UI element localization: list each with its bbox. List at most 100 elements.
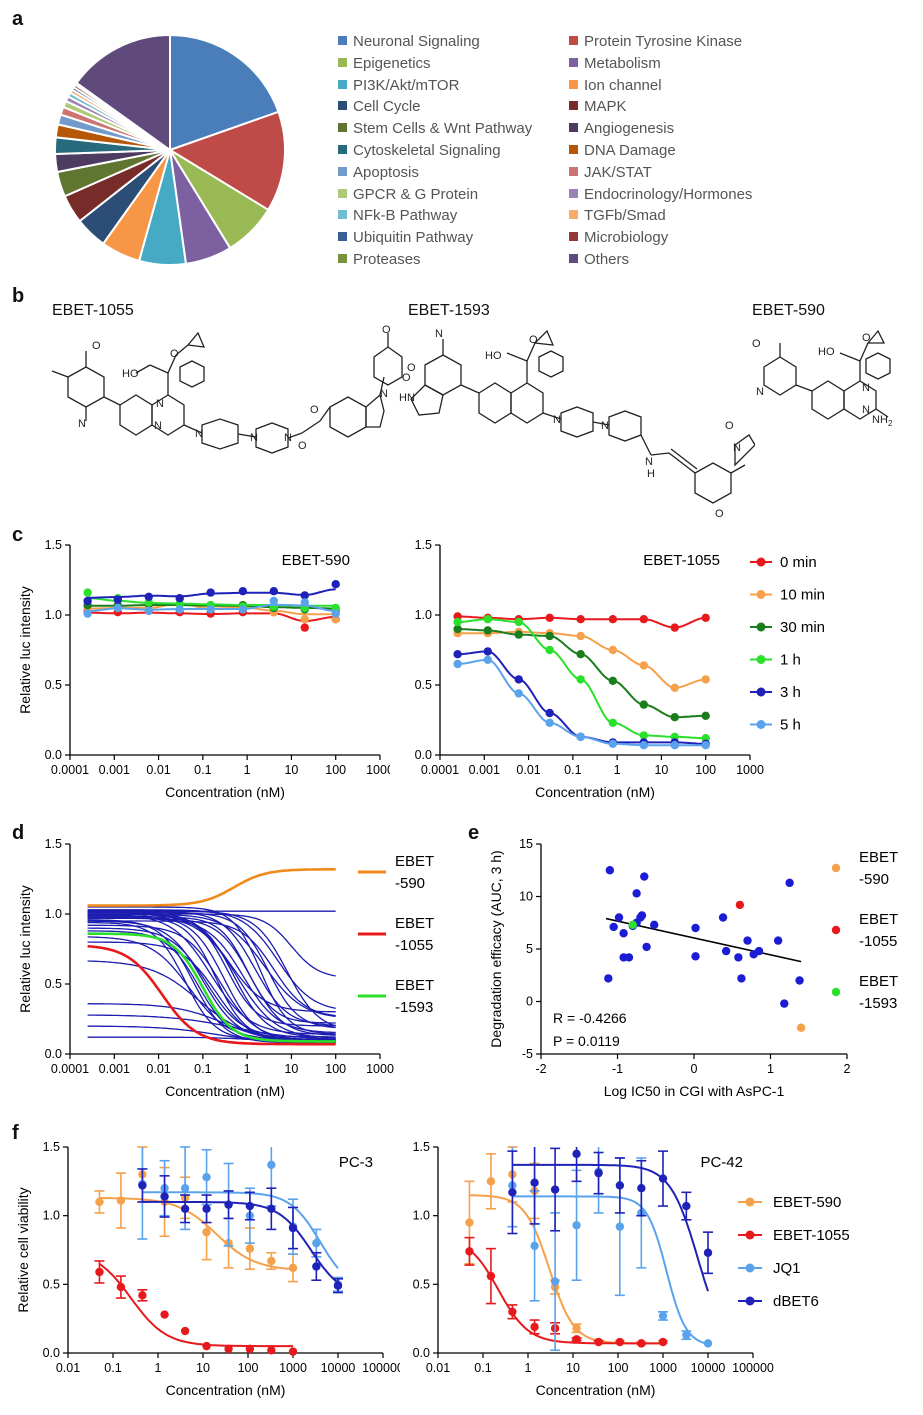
x-tick-label: 0.1: [474, 1361, 491, 1375]
pie-legend-item-dna-damage: DNA Damage: [569, 142, 676, 159]
svg-text:HO: HO: [122, 368, 139, 380]
data-point-0-min: [639, 615, 649, 624]
scatter-point: [743, 936, 752, 945]
y-tick-label: 0.5: [413, 1277, 430, 1291]
svg-text:N: N: [645, 456, 653, 468]
x-tick-label: 0.1: [194, 763, 211, 777]
x-tick-label: 0.0001: [51, 1062, 89, 1076]
y-tick-label: 1.5: [45, 538, 62, 552]
y-tick-label: 0.0: [45, 1047, 62, 1061]
scatter-point: [605, 866, 615, 875]
x-tick-label: 0: [691, 1062, 698, 1076]
svg-text:N: N: [154, 420, 162, 432]
svg-text:N: N: [78, 418, 86, 430]
x-tick-label: 1000: [736, 763, 764, 777]
y-tick-label: 0.0: [413, 1346, 430, 1360]
curve-ebet-1593: [87, 932, 336, 1043]
x-axis-label: Log IC50 in CGI with AsPC-1: [604, 1083, 785, 1099]
pie-legend-item-others: Others: [569, 251, 629, 268]
pie-legend-item-epigenetics: Epigenetics: [338, 55, 431, 72]
data-point-jq1: [312, 1238, 321, 1248]
data-point-3-h: [300, 591, 309, 600]
data-point-ebet-590: [116, 1196, 126, 1205]
chart-c-ebet-1055: 0.0001 0.001 0.01 0.1 1 10 100 1000 0.0 0.5 1.0 1.5…: [415, 538, 825, 800]
scatter-point: [628, 920, 637, 930]
data-point-0-min: [545, 613, 554, 622]
data-point-3-h: [175, 594, 184, 603]
scatter-point: [691, 923, 700, 933]
legend-label-0-min: 0 min: [780, 554, 817, 571]
legend-label-dbet6: dBET6: [773, 1293, 819, 1310]
data-point-dbet6: [312, 1262, 321, 1271]
data-point-3-h: [483, 647, 492, 656]
y-tick-label: 5: [526, 942, 533, 956]
x-tick-label: -1: [612, 1062, 623, 1076]
svg-text:HN: HN: [399, 392, 415, 404]
y-axis-label: Degradation efficacy (AUC, 3 h): [488, 850, 504, 1047]
svg-text:O: O: [529, 334, 538, 346]
data-point-30-min: [608, 676, 618, 685]
y-tick-label: 10: [519, 890, 533, 904]
data-point-dbet6: [658, 1174, 668, 1183]
data-point-dbet6: [267, 1204, 276, 1213]
y-tick-label: 0.0: [415, 748, 432, 762]
x-tick-label: 0.01: [426, 1361, 450, 1375]
data-point-0-min: [701, 613, 710, 622]
y-tick-label: 1.0: [415, 608, 432, 622]
legend-label-5-h: 5 h: [780, 717, 801, 734]
blue-curve: [87, 914, 336, 1039]
y-tick-label: 1.0: [45, 907, 62, 921]
pie-legend-label: Cell Cycle: [353, 98, 421, 116]
data-point-5-h: [483, 655, 492, 664]
blue-curve: [87, 936, 336, 1041]
data-point-5-h: [670, 741, 679, 750]
data-point-1-h: [545, 645, 554, 655]
pie-legend-swatch: [569, 79, 578, 89]
x-tick-label: -2: [535, 1062, 546, 1076]
x-tick-label: 0.0001: [421, 763, 459, 777]
svg-text:O: O: [752, 338, 761, 350]
data-point-ebet-590: [245, 1244, 255, 1253]
data-point-dbet6: [288, 1223, 298, 1233]
x-tick-label: 0.01: [516, 763, 540, 777]
data-point-10-min: [639, 661, 649, 670]
pie-legend-item-proteases: Proteases: [338, 251, 421, 268]
data-point-30-min: [545, 631, 554, 641]
data-point-ebet-1055: [486, 1271, 496, 1281]
svg-text:O: O: [725, 420, 734, 432]
chart-d-panel: 0.0001 0.001 0.01 0.1 1 10 100 1000 0.0 0.5 1.0 1.5…: [17, 837, 434, 1099]
x-tick-label: 1: [767, 1062, 774, 1076]
pie-legend-swatch: [338, 145, 347, 154]
data-point-ebet-590: [486, 1177, 496, 1186]
pie-legend-label: Endocrinology/Hormones: [584, 185, 753, 203]
pie-legend-swatch: [569, 36, 578, 45]
legend-label: EBET: [395, 853, 434, 870]
svg-text:N: N: [156, 398, 164, 410]
pie-legend-item-ubiquitin-pathway: Ubiquitin Pathway: [338, 229, 473, 246]
y-tick-label: 0.5: [45, 977, 62, 991]
y-tick-label: 0.0: [45, 748, 62, 762]
data-point-10-min: [300, 615, 309, 624]
pie-slice-others: [75, 33, 171, 152]
y-tick-label: 1.5: [413, 1140, 430, 1154]
data-point-1-h: [453, 617, 462, 627]
pie-legend-label: Epigenetics: [353, 54, 431, 72]
data-point-ebet-1055: [508, 1307, 517, 1316]
curve-ebet-590: [87, 868, 336, 907]
data-point-ebet-1055: [160, 1310, 169, 1319]
x-tick-label: 0.1: [104, 1361, 121, 1375]
data-point-dbet6: [594, 1168, 603, 1178]
data-point-5-h: [113, 603, 122, 613]
pie-legend-swatch: [569, 145, 578, 154]
data-point-dbet6: [572, 1149, 581, 1159]
svg-text:O: O: [407, 362, 416, 374]
pie-legend-swatch: [338, 101, 347, 111]
x-tick-label: 2: [844, 1062, 851, 1076]
svg-text:N: N: [284, 432, 292, 444]
scatter-point: [642, 942, 651, 952]
fit-curve-ebet-1055: [98, 1263, 293, 1348]
y-tick-label: 0.0: [43, 1346, 60, 1360]
data-point-1-h: [514, 617, 523, 627]
blue-curve: [87, 906, 336, 1035]
blue-curve: [87, 960, 336, 1041]
